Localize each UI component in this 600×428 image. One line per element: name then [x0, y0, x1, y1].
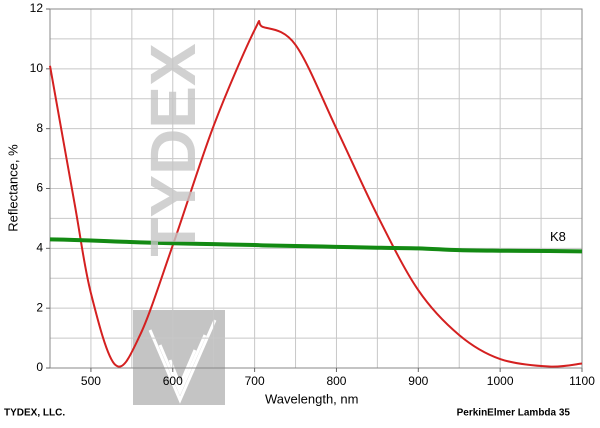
x-axis-label: Wavelength, nm: [265, 391, 358, 406]
x-tick-label: 1100: [569, 374, 595, 388]
data-line: [49, 20, 583, 368]
y-tick-label: 10: [30, 61, 44, 75]
x-tick-label: 900: [408, 374, 428, 388]
y-tick-label: 0: [36, 360, 43, 374]
y-axis-label: Reflectance, %: [5, 144, 20, 232]
footer-left: TYDEX, LLC.: [4, 408, 65, 419]
x-tick-label: 600: [163, 374, 183, 388]
y-tick-label: 2: [36, 300, 43, 314]
y-tick-label: 8: [36, 121, 43, 135]
y-tick-label: 6: [36, 181, 43, 195]
y-tick-label: 4: [36, 241, 43, 255]
series-label: K8: [550, 229, 566, 244]
logo: [133, 310, 225, 405]
x-tick-label: 700: [245, 374, 265, 388]
x-tick-label: 500: [81, 374, 101, 388]
y-tick-label: 12: [30, 1, 44, 15]
data-line: [49, 237, 583, 254]
x-tick-label: 1000: [487, 374, 514, 388]
footer-right: PerkinElmer Lambda 35: [457, 408, 571, 419]
x-tick-label: 800: [326, 374, 346, 388]
watermark: TYDEX: [137, 43, 209, 257]
